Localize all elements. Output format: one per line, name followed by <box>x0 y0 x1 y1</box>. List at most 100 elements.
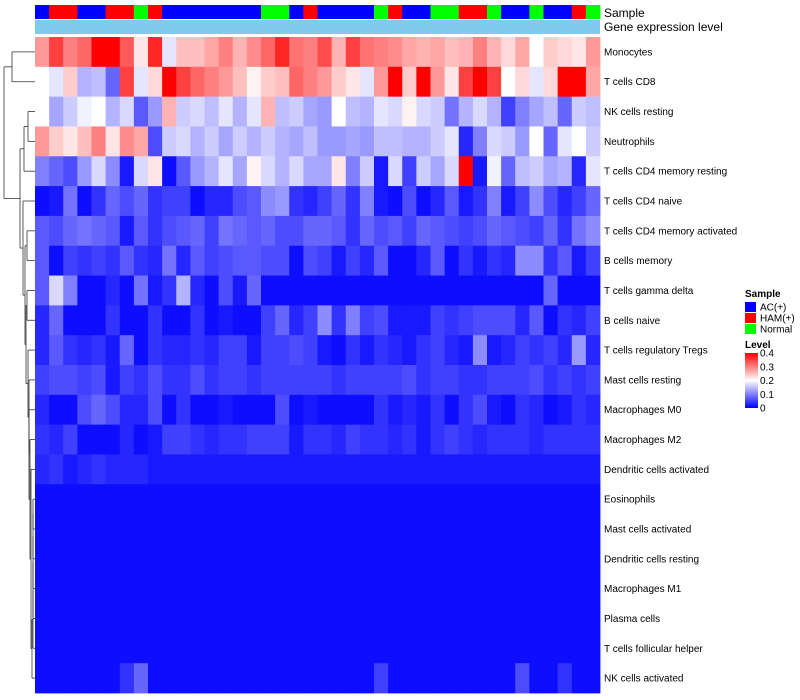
sample-annotation-cell <box>374 5 389 19</box>
heatmap-cell <box>374 335 389 366</box>
heatmap-cell <box>289 245 304 276</box>
heatmap-cell <box>246 663 262 694</box>
heatmap-cell <box>402 156 417 187</box>
heatmap-cell <box>444 663 460 694</box>
heatmap-cell <box>246 305 262 336</box>
heatmap-cell <box>91 424 107 455</box>
heatmap-cell <box>402 335 417 366</box>
heatmap-cell <box>176 66 191 98</box>
heatmap-cell <box>331 394 347 426</box>
heatmap-cell <box>148 543 163 575</box>
heatmap-cell <box>515 424 530 455</box>
heatmap-cell <box>91 335 107 366</box>
heatmap-cell <box>529 663 544 694</box>
heatmap-cell <box>402 275 417 306</box>
sample-annotation-cell <box>261 5 276 19</box>
heatmap-cell <box>133 37 149 68</box>
heatmap-cell <box>261 245 276 276</box>
heatmap-cell <box>359 245 375 276</box>
heatmap-cell <box>133 96 149 127</box>
heatmap-cell <box>232 484 248 515</box>
heatmap-cell <box>543 573 559 604</box>
heatmap-cell <box>148 305 163 336</box>
heatmap-cell <box>119 156 135 187</box>
heatmap-cell <box>105 573 121 604</box>
heatmap-cell <box>176 394 191 426</box>
heatmap-cell <box>119 37 135 68</box>
heatmap-cell <box>303 96 318 127</box>
heatmap-cell <box>430 37 446 68</box>
heatmap-cell <box>261 365 276 396</box>
heatmap-cell <box>529 96 544 127</box>
heatmap-cell <box>557 394 573 426</box>
heatmap-cell <box>543 454 559 485</box>
heatmap-cell <box>218 305 234 336</box>
heatmap-cell <box>345 215 361 247</box>
heatmap-cell <box>331 96 347 127</box>
heatmap-cell <box>317 603 333 634</box>
heatmap-cell <box>374 603 389 634</box>
heatmap-cell <box>261 633 276 664</box>
heatmap-cell <box>345 275 361 306</box>
heatmap-cell <box>416 305 431 336</box>
heatmap-cell <box>472 305 488 336</box>
heatmap-cell <box>162 514 177 545</box>
row-label: Eosinophils <box>604 495 655 506</box>
heatmap-cell <box>77 156 92 187</box>
heatmap-cell <box>35 454 50 485</box>
heatmap-cell <box>331 633 347 664</box>
heatmap-cell <box>49 663 64 694</box>
heatmap-cell <box>119 633 135 664</box>
heatmap-cell <box>374 454 389 485</box>
heatmap-cell <box>487 335 502 366</box>
heatmap-cell <box>374 484 389 515</box>
heatmap-cell <box>458 245 474 276</box>
heatmap-cell <box>190 156 205 187</box>
heatmap-cell <box>261 484 276 515</box>
heatmap-cell <box>63 186 78 217</box>
heatmap-cell <box>388 603 403 634</box>
heatmap-cell <box>571 514 587 545</box>
heatmap-cell <box>472 275 488 306</box>
heatmap-cell <box>275 394 290 426</box>
heatmap-cell <box>77 305 92 336</box>
heatmap-cell <box>49 573 64 604</box>
heatmap-cell <box>416 215 431 247</box>
heatmap-cell <box>529 633 544 664</box>
heatmap-cell <box>190 96 205 127</box>
heatmap-cell <box>176 275 191 306</box>
heatmap-cell <box>133 275 149 306</box>
heatmap-cell <box>303 424 318 455</box>
heatmap-cell <box>430 573 446 604</box>
heatmap-cell <box>303 245 318 276</box>
heatmap-cell <box>91 394 107 426</box>
heatmap-cell <box>444 275 460 306</box>
heatmap-cell <box>303 335 318 366</box>
heatmap-cell <box>35 37 50 68</box>
heatmap-cell <box>190 365 205 396</box>
heatmap-cell <box>529 245 544 276</box>
heatmap-cell <box>63 573 78 604</box>
heatmap-cell <box>119 245 135 276</box>
heatmap-cell <box>487 603 502 634</box>
heatmap-cell <box>133 365 149 396</box>
heatmap-cell <box>317 126 333 157</box>
heatmap-cell <box>557 603 573 634</box>
heatmap-cell <box>388 245 403 276</box>
heatmap-cell <box>529 156 544 187</box>
heatmap-cell <box>374 37 389 68</box>
heatmap-cell <box>444 305 460 336</box>
heatmap-cell <box>359 305 375 336</box>
heatmap-cell <box>472 335 488 366</box>
heatmap-cell <box>162 186 177 217</box>
sample-annotation-cell <box>416 5 431 19</box>
heatmap-cell <box>472 394 488 426</box>
heatmap-cell <box>204 186 220 217</box>
heatmap-cell <box>176 365 191 396</box>
heatmap-cell <box>331 275 347 306</box>
heatmap-cell <box>162 424 177 455</box>
heatmap-cell <box>162 543 177 575</box>
sample-annotation-cell <box>246 5 262 19</box>
heatmap-cell <box>119 603 135 634</box>
heatmap-cell <box>444 424 460 455</box>
